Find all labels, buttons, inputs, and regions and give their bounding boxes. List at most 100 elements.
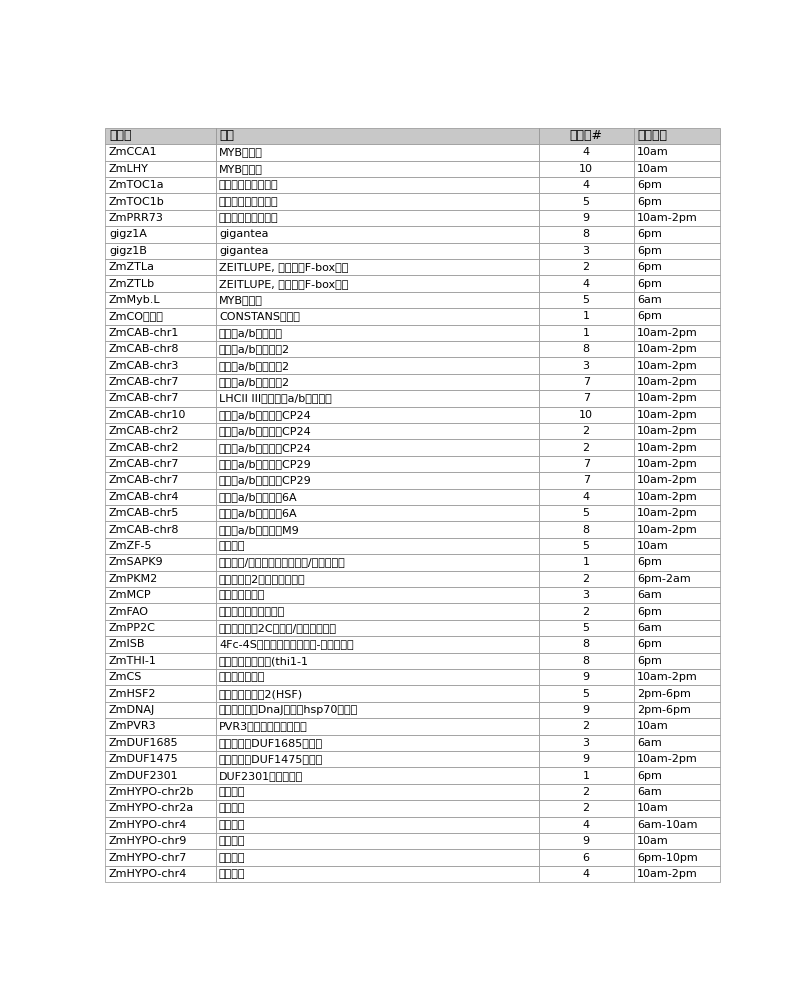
Bar bbox=[216, 161, 538, 177]
Text: 基因名: 基因名 bbox=[109, 129, 132, 142]
Text: 4: 4 bbox=[583, 180, 590, 190]
Text: 染色体#: 染色体# bbox=[569, 129, 603, 142]
Text: ZmZF-5: ZmZF-5 bbox=[109, 541, 152, 551]
Bar bbox=[634, 653, 720, 669]
Bar bbox=[216, 767, 538, 784]
Bar bbox=[634, 407, 720, 423]
Bar bbox=[216, 800, 538, 817]
Text: 4: 4 bbox=[583, 492, 590, 502]
Bar bbox=[634, 489, 720, 505]
Bar bbox=[216, 849, 538, 866]
Bar bbox=[634, 866, 720, 882]
Bar bbox=[634, 439, 720, 456]
Text: 10am-2pm: 10am-2pm bbox=[637, 410, 698, 420]
Text: ZmZTLa: ZmZTLa bbox=[109, 262, 155, 272]
Bar bbox=[634, 817, 720, 833]
Bar bbox=[105, 833, 216, 849]
Text: 4Fc-4S铁氧化还原蛋白，铁-硫结合蛋白: 4Fc-4S铁氧化还原蛋白，铁-硫结合蛋白 bbox=[219, 639, 354, 649]
Text: ZEITLUPE, 蛋白降解F-box蛋白: ZEITLUPE, 蛋白降解F-box蛋白 bbox=[219, 262, 348, 272]
Bar bbox=[105, 505, 216, 521]
Bar bbox=[538, 456, 634, 472]
Text: 9: 9 bbox=[583, 672, 590, 682]
Bar bbox=[216, 325, 538, 341]
Text: MYB样蛋白: MYB样蛋白 bbox=[219, 295, 262, 305]
Text: 假定蛋白: 假定蛋白 bbox=[219, 787, 246, 797]
Text: ZmDUF2301: ZmDUF2301 bbox=[109, 771, 178, 781]
Bar bbox=[538, 193, 634, 210]
Text: 3: 3 bbox=[583, 738, 590, 748]
Text: gigz1B: gigz1B bbox=[109, 246, 147, 256]
Bar bbox=[105, 603, 216, 620]
Bar bbox=[105, 456, 216, 472]
Text: 10am-2pm: 10am-2pm bbox=[637, 459, 698, 469]
Bar bbox=[105, 407, 216, 423]
Text: 滲透肁迫/脱落酸激活的丝氨酸/苏氨酸激酶: 滲透肁迫/脱落酸激活的丝氨酸/苏氨酸激酶 bbox=[219, 557, 346, 567]
Bar bbox=[105, 800, 216, 817]
Bar bbox=[634, 849, 720, 866]
Text: ZmCAB-chr7: ZmCAB-chr7 bbox=[109, 393, 179, 403]
Text: ZmCAB-chr8: ZmCAB-chr8 bbox=[109, 344, 179, 354]
Bar bbox=[105, 866, 216, 882]
Bar bbox=[538, 538, 634, 554]
Bar bbox=[216, 735, 538, 751]
Bar bbox=[216, 374, 538, 390]
Text: ZmPP2C: ZmPP2C bbox=[109, 623, 156, 633]
Text: 4: 4 bbox=[583, 147, 590, 157]
Bar bbox=[216, 193, 538, 210]
Bar bbox=[538, 833, 634, 849]
Bar bbox=[105, 489, 216, 505]
Text: ZmCAB-chr7: ZmCAB-chr7 bbox=[109, 377, 179, 387]
Text: 6am: 6am bbox=[637, 590, 661, 600]
Text: ZmSAPK9: ZmSAPK9 bbox=[109, 557, 163, 567]
Bar bbox=[216, 505, 538, 521]
Text: 5: 5 bbox=[583, 689, 590, 699]
Text: 10am-2pm: 10am-2pm bbox=[637, 426, 698, 436]
Bar bbox=[538, 767, 634, 784]
Bar bbox=[634, 423, 720, 439]
Bar bbox=[216, 456, 538, 472]
Bar bbox=[105, 685, 216, 702]
Text: 5: 5 bbox=[583, 197, 590, 207]
Text: ZmHYPO-chr2a: ZmHYPO-chr2a bbox=[109, 803, 194, 813]
Text: 假定蛋白: 假定蛋白 bbox=[219, 803, 246, 813]
Text: ZmCAB-chr2: ZmCAB-chr2 bbox=[109, 426, 179, 436]
Text: MYB样蛋白: MYB样蛋白 bbox=[219, 147, 262, 157]
Bar bbox=[538, 275, 634, 292]
Text: 10am-2pm: 10am-2pm bbox=[637, 328, 698, 338]
Text: ZmHYPO-chr7: ZmHYPO-chr7 bbox=[109, 853, 187, 863]
Text: 叶绻素a/b结合蛋白2: 叶绻素a/b结合蛋白2 bbox=[219, 361, 290, 371]
Text: 假定蛋白: 假定蛋白 bbox=[219, 853, 246, 863]
Text: 10am-2pm: 10am-2pm bbox=[637, 475, 698, 485]
Bar bbox=[538, 620, 634, 636]
Text: 7: 7 bbox=[583, 475, 590, 485]
Text: 10am: 10am bbox=[637, 836, 668, 846]
Text: 2pm-6pm: 2pm-6pm bbox=[637, 689, 691, 699]
Text: 6am: 6am bbox=[637, 738, 661, 748]
Bar bbox=[105, 620, 216, 636]
Bar bbox=[105, 554, 216, 571]
Text: ZmCAB-chr7: ZmCAB-chr7 bbox=[109, 459, 179, 469]
Text: 植骨激酶劈2膜胞苷酸转移酶: 植骨激酶劈2膜胞苷酸转移酶 bbox=[219, 574, 305, 584]
Bar bbox=[105, 341, 216, 357]
Text: 5: 5 bbox=[583, 295, 590, 305]
Text: ZmTHI-1: ZmTHI-1 bbox=[109, 656, 157, 666]
Bar bbox=[105, 521, 216, 538]
Bar bbox=[538, 325, 634, 341]
Text: 3: 3 bbox=[583, 361, 590, 371]
Bar bbox=[634, 472, 720, 489]
Bar bbox=[216, 653, 538, 669]
Text: ZmCAB-chr2: ZmCAB-chr2 bbox=[109, 443, 179, 453]
Text: 线粒体载体蛋白: 线粒体载体蛋白 bbox=[219, 590, 266, 600]
Bar bbox=[634, 735, 720, 751]
Text: 叶绻素a/b结合蛋白2: 叶绻素a/b结合蛋白2 bbox=[219, 377, 290, 387]
Text: 6am: 6am bbox=[637, 787, 661, 797]
Text: 5: 5 bbox=[583, 541, 590, 551]
Bar bbox=[216, 407, 538, 423]
Text: ZmCS: ZmCS bbox=[109, 672, 142, 682]
Text: ZmHYPO-chr9: ZmHYPO-chr9 bbox=[109, 836, 187, 846]
Text: ZmCAB-chr5: ZmCAB-chr5 bbox=[109, 508, 179, 518]
Text: 4: 4 bbox=[583, 869, 590, 879]
Bar bbox=[216, 636, 538, 653]
Bar bbox=[634, 751, 720, 767]
Bar bbox=[105, 374, 216, 390]
